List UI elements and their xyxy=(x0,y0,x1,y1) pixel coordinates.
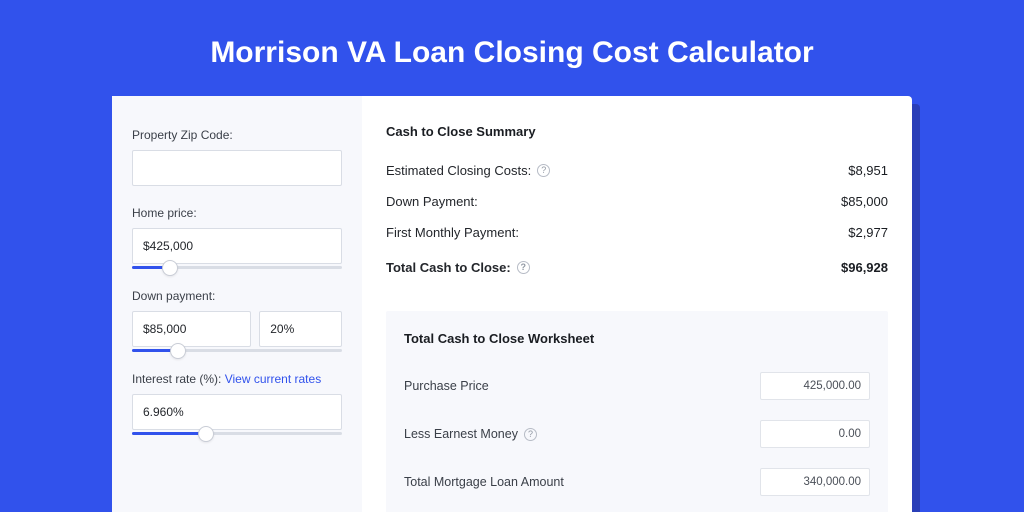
interest-rate-slider-thumb[interactable] xyxy=(198,426,214,442)
summary-row-value: $8,951 xyxy=(848,163,888,178)
worksheet-row-label-text: Total Mortgage Loan Amount xyxy=(404,475,564,489)
interest-rate-slider[interactable] xyxy=(132,432,342,435)
view-rates-link[interactable]: View current rates xyxy=(225,372,322,386)
summary-row-label: First Monthly Payment: xyxy=(386,225,519,240)
worksheet-list: Purchase Price 425,000.00 Less Earnest Mon… xyxy=(404,362,870,512)
worksheet-row-value[interactable]: 425,000.00 xyxy=(760,372,870,400)
worksheet-row-label: Total Mortgage Loan Amount xyxy=(404,475,564,489)
zip-input[interactable] xyxy=(132,150,342,186)
summary-row-value: $85,000 xyxy=(841,194,888,209)
summary-row-label-text: Estimated Closing Costs: xyxy=(386,163,531,178)
worksheet-row: Purchase Price 425,000.00 xyxy=(404,362,870,410)
summary-total-label-text: Total Cash to Close: xyxy=(386,260,511,275)
page-title: Morrison VA Loan Closing Cost Calculator xyxy=(0,0,1024,96)
help-icon[interactable]: ? xyxy=(537,164,550,177)
worksheet-row-value[interactable]: 340,000.00 xyxy=(760,468,870,496)
summary-title: Cash to Close Summary xyxy=(386,124,888,139)
summary-row: Down Payment: $85,000 xyxy=(386,186,888,217)
worksheet-row-label: Purchase Price xyxy=(404,379,489,393)
worksheet-row-label-text: Less Earnest Money xyxy=(404,427,518,441)
interest-rate-label-text: Interest rate (%): xyxy=(132,372,225,386)
worksheet-row-label-text: Purchase Price xyxy=(404,379,489,393)
summary-row: First Monthly Payment: $2,977 xyxy=(386,217,888,248)
worksheet-title: Total Cash to Close Worksheet xyxy=(404,331,870,346)
down-payment-slider-thumb[interactable] xyxy=(170,343,186,359)
interest-rate-label: Interest rate (%): View current rates xyxy=(132,372,342,386)
worksheet-row-label: Less Earnest Money? xyxy=(404,427,537,441)
home-price-input[interactable] xyxy=(132,228,342,264)
home-price-slider[interactable] xyxy=(132,266,342,269)
help-icon[interactable]: ? xyxy=(524,428,537,441)
worksheet-row: Total Mortgage Loan Amount 340,000.00 xyxy=(404,458,870,506)
summary-list: Estimated Closing Costs:? $8,951 Down Paym… xyxy=(386,155,888,248)
interest-rate-input[interactable] xyxy=(132,394,342,430)
down-payment-pct-input[interactable] xyxy=(259,311,342,347)
down-payment-slider[interactable] xyxy=(132,349,342,352)
summary-total-label: Total Cash to Close: ? xyxy=(386,260,530,275)
summary-row: Estimated Closing Costs:? $8,951 xyxy=(386,155,888,186)
worksheet-panel: Total Cash to Close Worksheet Purchase P… xyxy=(386,311,888,512)
results-panel: Cash to Close Summary Estimated Closing … xyxy=(362,96,912,512)
down-payment-label: Down payment: xyxy=(132,289,342,303)
summary-total-row: Total Cash to Close: ? $96,928 xyxy=(386,252,888,283)
summary-row-label-text: First Monthly Payment: xyxy=(386,225,519,240)
summary-total-value: $96,928 xyxy=(841,260,888,275)
down-payment-input[interactable] xyxy=(132,311,251,347)
calculator-card: Property Zip Code: Home price: Down paym… xyxy=(112,96,912,512)
worksheet-row: Total Second Mortgage Amount?0.00 xyxy=(404,506,870,512)
summary-row-label: Estimated Closing Costs:? xyxy=(386,163,550,178)
zip-label: Property Zip Code: xyxy=(132,128,342,142)
interest-rate-slider-fill xyxy=(132,432,206,435)
summary-row-value: $2,977 xyxy=(848,225,888,240)
zip-field-group: Property Zip Code: xyxy=(132,128,342,186)
help-icon[interactable]: ? xyxy=(517,261,530,274)
worksheet-row-value[interactable]: 0.00 xyxy=(760,420,870,448)
calculator-card-wrap: Property Zip Code: Home price: Down paym… xyxy=(112,96,912,512)
worksheet-row: Less Earnest Money? 0.00 xyxy=(404,410,870,458)
summary-row-label: Down Payment: xyxy=(386,194,478,209)
home-price-field-group: Home price: xyxy=(132,206,342,269)
home-price-slider-thumb[interactable] xyxy=(162,260,178,276)
home-price-label: Home price: xyxy=(132,206,342,220)
summary-row-label-text: Down Payment: xyxy=(386,194,478,209)
down-payment-field-group: Down payment: xyxy=(132,289,342,352)
interest-rate-field-group: Interest rate (%): View current rates xyxy=(132,372,342,435)
inputs-panel: Property Zip Code: Home price: Down paym… xyxy=(112,96,362,512)
